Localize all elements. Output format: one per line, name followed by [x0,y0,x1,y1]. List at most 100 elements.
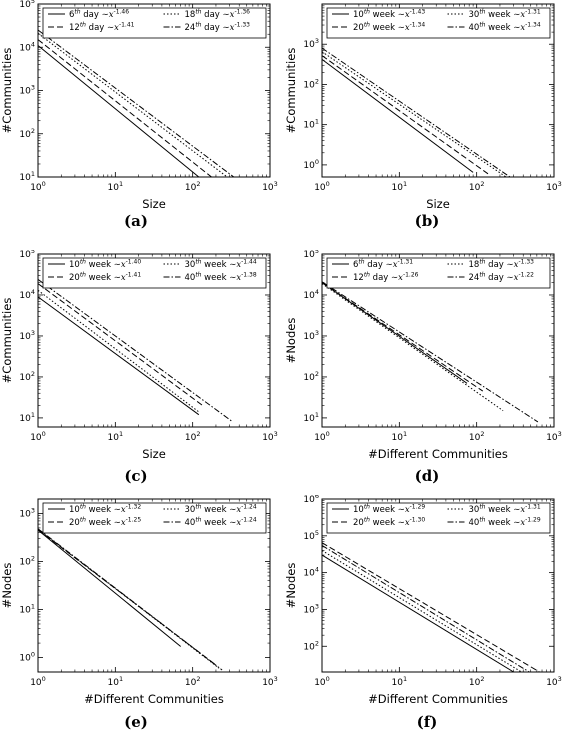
legend-box [326,7,551,39]
series-line [37,29,235,178]
series-line [321,550,522,673]
y-tick-label: 103 [19,84,35,97]
x-tick-label: 102 [185,430,201,443]
y-axis-label: #Nodes [284,563,298,609]
legend-entry: 6th day ∼x-1.46 [69,9,129,21]
legend-entry: 10th week ∼x-1.32 [69,504,141,516]
series-line [37,289,200,413]
y-tick-label: 102 [303,370,319,383]
y-axis-label: #Communities [284,48,298,134]
y-tick-label: 101 [19,170,35,183]
legend-entry: 12th day ∼x-1.26 [353,272,419,284]
x-tick-label: 102 [469,180,485,193]
legend-entry: 20th week ∼x-1.41 [69,272,141,284]
panel-caption: (c) [124,467,148,485]
x-tick-label: 102 [469,430,485,443]
series-line [321,554,514,673]
y-tick-label: 103 [19,329,35,342]
series-line [37,39,212,178]
series-line [37,283,205,407]
chart-panel: 100 101 102 103 101 102 103 104 105 10th week ∼x-… [0,250,278,461]
legend-entry: 30th week ∼x-1.24 [185,504,257,516]
x-tick-label: 102 [469,675,485,688]
x-tick-label: 101 [392,180,408,193]
series-line [321,55,489,175]
y-tick-label: 102 [303,77,319,90]
x-tick-label: 101 [108,430,124,443]
legend-entry: 18th day ∼x-1.36 [185,9,251,21]
legend-entry: 10th week ∼x-1.43 [353,9,425,21]
series-line [321,47,511,178]
legend-entry: 10th week ∼x-1.40 [69,259,141,271]
series-line [321,544,530,673]
legend-entry: 30th week ∼x-1.31 [469,9,541,21]
legend-box [326,502,551,534]
legend-box [42,257,267,289]
x-tick-label: 102 [185,675,201,688]
series-line [37,278,234,423]
x-tick-label: 100 [314,180,330,193]
legend-entry: 40th week ∼x-1.24 [185,517,257,529]
y-tick-label: 101 [303,411,319,424]
x-tick-label: 103 [546,430,562,443]
series-line [321,281,539,423]
legend-entry: 30th week ∼x-1.31 [469,504,541,516]
x-tick-label: 101 [392,675,408,688]
y-tick-label: 102 [19,127,35,140]
y-tick-label: 102 [19,370,35,383]
legend-entry: 24th day ∼x-1.33 [185,22,251,34]
y-tick-label: 106 [303,495,319,505]
panel-caption: (f) [416,713,438,731]
x-tick-label: 100 [30,675,46,688]
legend-entry: 20th week ∼x-1.34 [353,22,425,34]
series-line [321,58,474,173]
chart-panel: 100 101 102 103 100 101 102 103 10th week ∼x-1.3… [0,498,278,706]
x-axis-label: Size [142,197,166,211]
x-tick-label: 103 [262,180,278,193]
x-axis-label: Size [426,197,450,211]
y-axis-label: #Nodes [284,318,298,364]
x-tick-label: 103 [262,675,278,688]
y-tick-label: 100 [19,651,35,664]
x-tick-label: 100 [30,180,46,193]
series-line [37,528,220,669]
x-tick-label: 103 [546,675,562,688]
legend-entry: 24th day ∼x-1.22 [469,272,535,284]
y-tick-label: 105 [303,529,319,542]
legend-box [42,502,267,534]
y-tick-label: 103 [303,37,319,50]
series-line [37,529,182,647]
x-tick-label: 101 [108,180,124,193]
series-line [37,296,200,416]
y-tick-label: 101 [19,603,35,616]
y-tick-label: 100 [303,158,319,171]
panel-caption: (a) [124,212,148,230]
x-axis-label: #Different Communities [84,692,224,706]
y-tick-label: 105 [19,0,35,10]
x-tick-label: 100 [30,430,46,443]
x-tick-label: 100 [314,675,330,688]
series-line [321,282,484,392]
series-line [37,45,200,178]
legend-entry: 40th week ∼x-1.34 [469,22,541,34]
legend-entry: 20th week ∼x-1.30 [353,517,425,529]
legend-entry: 40th week ∼x-1.29 [469,517,541,529]
legend-entry: 40th week ∼x-1.38 [185,272,257,284]
legend-entry: 6th day ∼x-1.31 [353,259,413,271]
legend-entry: 18th day ∼x-1.33 [469,259,535,271]
x-axis-label: Size [142,447,166,461]
y-tick-label: 101 [303,118,319,131]
panel-caption: (b) [414,212,440,230]
y-tick-label: 104 [303,288,319,301]
panel-caption: (d) [414,467,440,485]
y-tick-label: 105 [303,250,319,260]
legend-entry: 30th week ∼x-1.44 [185,259,257,271]
y-tick-label: 104 [19,40,35,53]
panel-caption: (e) [124,713,148,731]
x-tick-label: 103 [546,180,562,193]
series-line [321,542,540,673]
x-tick-label: 101 [108,675,124,688]
legend-entry: 20th week ∼x-1.25 [69,517,141,529]
x-tick-label: 100 [314,430,330,443]
x-axis-label: #Different Communities [368,447,508,461]
